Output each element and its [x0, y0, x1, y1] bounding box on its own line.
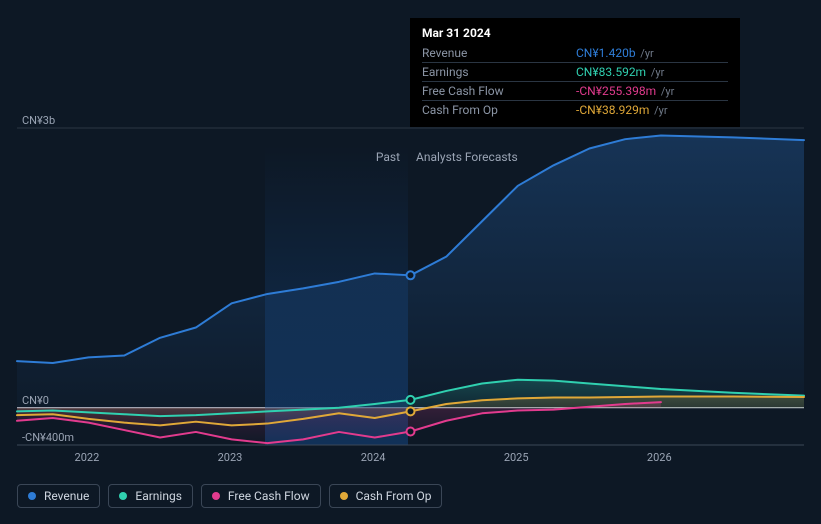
legend-dot-icon: [212, 492, 220, 500]
legend-dot-icon: [28, 492, 36, 500]
legend-label: Earnings: [135, 489, 182, 503]
y-axis-label: CN¥0: [22, 394, 49, 407]
tooltip-row: Cash From Op-CN¥38.929m /yr: [422, 101, 728, 120]
x-axis-label: 2024: [361, 451, 386, 464]
chart-legend: Revenue Earnings Free Cash Flow Cash From O…: [17, 484, 442, 508]
x-axis-label: 2025: [504, 451, 529, 464]
legend-item-cfo[interactable]: Cash From Op: [329, 484, 443, 508]
section-label-forecast: Analysts Forecasts: [416, 150, 518, 164]
legend-label: Cash From Op: [356, 489, 432, 503]
tooltip-row-value: CN¥83.592m /yr: [576, 63, 728, 82]
financials-forecast-chart: Mar 31 2024 RevenueCN¥1.420b /yrEarnings…: [0, 0, 821, 524]
x-axis-label: 2023: [218, 451, 243, 464]
y-axis-label: CN¥3b: [22, 114, 55, 127]
legend-item-revenue[interactable]: Revenue: [17, 484, 100, 508]
legend-dot-icon: [340, 492, 348, 500]
y-axis-label: -CN¥400m: [22, 431, 74, 444]
chart-tooltip: Mar 31 2024 RevenueCN¥1.420b /yrEarnings…: [410, 18, 740, 127]
tooltip-row-label: Cash From Op: [422, 101, 576, 120]
legend-label: Revenue: [44, 489, 89, 503]
x-axis-label: 2022: [75, 451, 100, 464]
tooltip-row: EarningsCN¥83.592m /yr: [422, 63, 728, 82]
tooltip-row-label: Revenue: [422, 44, 576, 63]
tooltip-table: RevenueCN¥1.420b /yrEarningsCN¥83.592m /…: [422, 44, 728, 119]
tooltip-row: RevenueCN¥1.420b /yr: [422, 44, 728, 63]
tooltip-row-value: CN¥1.420b /yr: [576, 44, 728, 63]
tooltip-date: Mar 31 2024: [422, 26, 728, 40]
legend-item-fcf[interactable]: Free Cash Flow: [201, 484, 321, 508]
tooltip-row-value: -CN¥38.929m /yr: [576, 101, 728, 120]
tooltip-row-label: Earnings: [422, 63, 576, 82]
legend-dot-icon: [119, 492, 127, 500]
tooltip-row: Free Cash Flow-CN¥255.398m /yr: [422, 82, 728, 101]
section-label-past: Past: [376, 150, 400, 164]
legend-label: Free Cash Flow: [228, 489, 310, 503]
x-axis-label: 2026: [647, 451, 672, 464]
tooltip-row-label: Free Cash Flow: [422, 82, 576, 101]
tooltip-row-value: -CN¥255.398m /yr: [576, 82, 728, 101]
legend-item-earnings[interactable]: Earnings: [108, 484, 193, 508]
